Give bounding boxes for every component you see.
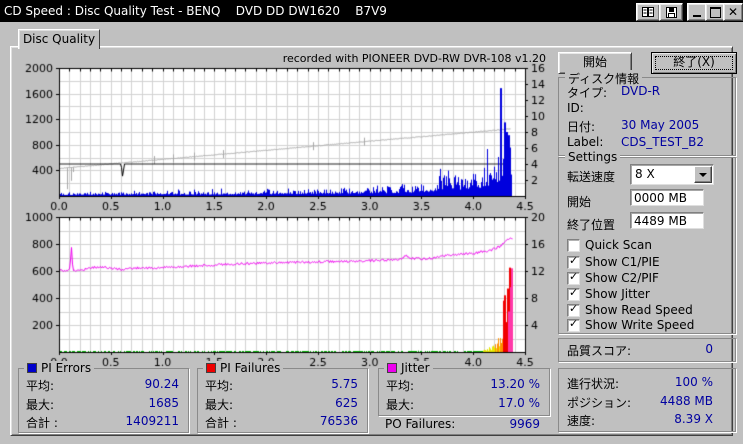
tab-disc-quality[interactable]: Disc Quality <box>18 29 100 49</box>
close-button[interactable]: ✕ <box>723 3 743 21</box>
window-title: CD Speed : Disc Quality Test - BENQ DVD … <box>4 4 387 18</box>
po-failures-row: PO Failures: 9969 <box>385 417 540 431</box>
progress-label: 進行状況: <box>567 377 620 391</box>
disc-type-label: タイプ: <box>567 86 608 100</box>
jitter-avg-value: 13.20 % <box>490 377 540 391</box>
pi-errors-stats-box: PI Errors 平均: 90.24 最大: 1685 合計 : 1409211 <box>18 361 189 433</box>
jitter-color-icon <box>387 363 397 373</box>
start-pos-label: 開始 <box>567 195 592 209</box>
exit-button[interactable]: 終了(X) <box>651 52 737 74</box>
minimize-button[interactable] <box>687 3 707 21</box>
speed-readout-label: 速度: <box>567 414 596 428</box>
show-jitter-checkbox[interactable] <box>567 286 580 301</box>
show-c1-pie-label: Show C1/PIE <box>585 255 660 269</box>
jitter-max-label: 最大: <box>386 398 415 412</box>
maximize-icon <box>709 6 721 18</box>
show-c2-pif-checkbox[interactable] <box>567 270 580 285</box>
report-icon <box>641 6 654 17</box>
pie-max-label: 最大: <box>26 398 55 412</box>
disc-info-title: ディスク情報 <box>565 70 643 87</box>
pi-failures-legend: PI Failures <box>203 361 284 375</box>
save-icon <box>665 6 677 18</box>
speed-label: 転送速度 <box>567 170 616 184</box>
speed-select[interactable]: 8 X <box>630 164 714 185</box>
pi-errors-color-icon <box>27 363 37 373</box>
speed-selected-value: 8 X <box>635 167 655 181</box>
show-read-speed-checkbox[interactable] <box>567 302 580 317</box>
pif-total-value: 76536 <box>319 414 358 428</box>
progress-value: 100 % <box>674 375 713 389</box>
disc-info-group: ディスク情報 タイプ: DVD-R ID: 日付: 30 May 2005 La… <box>558 70 736 156</box>
show-c2-pif-label: Show C2/PIF <box>585 271 659 285</box>
disc-id-label: ID: <box>567 101 584 115</box>
jitter-avg-label: 平均: <box>386 379 415 393</box>
quality-score-value: 0 <box>705 342 713 356</box>
pi-failures-stats-box: PI Failures 平均: 5.75 最大: 625 合計 : 76536 <box>197 361 368 433</box>
disc-label-label: Label: <box>567 135 604 149</box>
report-icon-button[interactable] <box>636 3 660 21</box>
pi-errors-chart <box>10 50 550 212</box>
chevron-down-icon <box>699 172 707 177</box>
quality-score-box: 品質スコア: 0 <box>558 338 736 362</box>
pie-avg-value: 90.24 <box>144 377 179 391</box>
pif-max-value: 625 <box>335 396 358 410</box>
jitter-max-value: 17.0 % <box>498 396 540 410</box>
show-write-speed-label: Show Write Speed <box>585 318 695 332</box>
pif-avg-value: 5.75 <box>331 377 358 391</box>
quality-score-label: 品質スコア: <box>567 344 632 358</box>
pi-errors-legend-label: PI Errors <box>41 361 92 375</box>
pif-total-label: 合計 : <box>205 416 237 430</box>
pi-failures-legend-label: PI Failures <box>220 361 281 375</box>
pif-avg-label: 平均: <box>205 379 234 393</box>
po-failures-label: PO Failures: <box>385 417 456 431</box>
disc-type-value: DVD-R <box>621 84 661 98</box>
progress-box: 進行状況: 100 % ポジション: 4488 MB 速度: 8.39 X <box>558 368 736 432</box>
start-pos-input[interactable] <box>630 189 704 206</box>
disc-date-label: 日付: <box>567 120 596 134</box>
jitter-legend-label: Jitter <box>401 361 430 375</box>
minimize-icon <box>693 15 701 17</box>
jitter-stats-box: Jitter 平均: 13.20 % 最大: 17.0 % <box>378 361 550 416</box>
save-button[interactable] <box>659 3 683 21</box>
show-c1-pie-checkbox[interactable] <box>567 254 580 269</box>
speed-dropdown-button[interactable] <box>694 166 712 183</box>
pie-avg-label: 平均: <box>26 379 55 393</box>
pi-errors-legend: PI Errors <box>24 361 95 375</box>
pif-max-label: 最大: <box>205 398 234 412</box>
show-write-speed-checkbox[interactable] <box>567 317 580 332</box>
speed-readout-value: 8.39 X <box>674 412 713 426</box>
po-failures-value: 9969 <box>509 417 540 431</box>
settings-group: Settings 転送速度 8 X 開始 終了位置 Quick Scan Sho… <box>558 150 736 334</box>
pi-failures-jitter-chart <box>10 212 550 370</box>
position-label: ポジション: <box>567 396 632 410</box>
disc-date-value: 30 May 2005 <box>621 118 700 132</box>
pi-failures-color-icon <box>206 363 216 373</box>
maximize-button[interactable] <box>705 3 725 21</box>
title-bar: CD Speed : Disc Quality Test - BENQ DVD … <box>0 0 743 22</box>
disc-label-value: CDS_TEST_B2 <box>621 135 704 149</box>
end-pos-label: 終了位置 <box>567 218 616 232</box>
pie-total-value: 1409211 <box>125 414 179 428</box>
quick-scan-checkbox[interactable] <box>567 239 580 252</box>
pie-total-label: 合計 : <box>26 416 58 430</box>
settings-title: Settings <box>565 150 621 164</box>
close-icon: ✕ <box>727 5 739 19</box>
show-jitter-label: Show Jitter <box>585 287 650 301</box>
show-read-speed-label: Show Read Speed <box>585 303 693 317</box>
pie-max-value: 1685 <box>148 396 179 410</box>
quick-scan-label: Quick Scan <box>585 238 652 252</box>
end-pos-input[interactable] <box>630 212 704 229</box>
position-value: 4488 MB <box>660 394 713 408</box>
jitter-legend: Jitter <box>384 361 433 375</box>
